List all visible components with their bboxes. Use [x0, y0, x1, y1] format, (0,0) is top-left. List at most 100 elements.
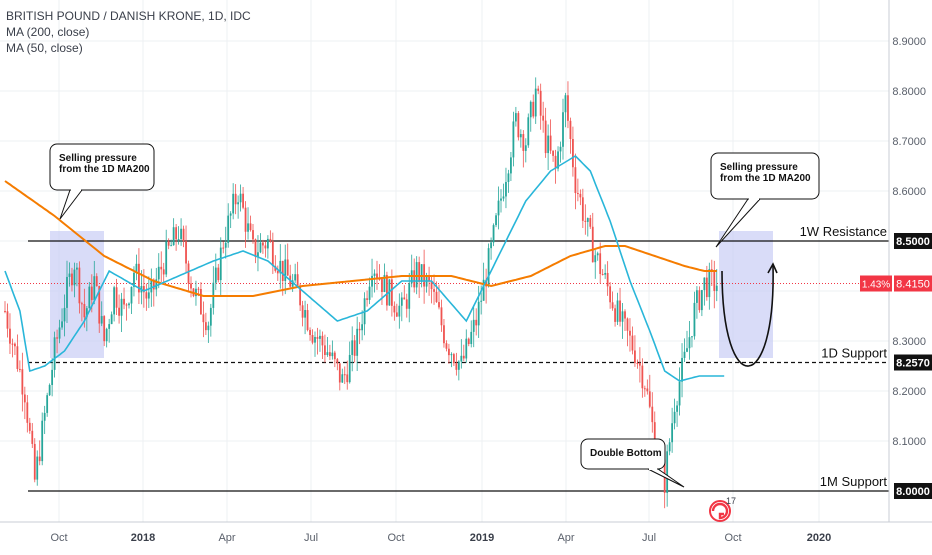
candle-body	[430, 281, 433, 290]
candle-body	[507, 173, 510, 182]
candle-body	[594, 255, 597, 263]
candle-body	[197, 288, 200, 290]
candle-body	[319, 335, 321, 339]
candle-body	[696, 290, 698, 303]
candle-body	[78, 267, 81, 304]
ma200-line[interactable]	[4, 180, 717, 297]
candle-body	[591, 226, 594, 263]
candle-body	[18, 368, 21, 370]
candle-body	[381, 279, 383, 292]
candle-body	[324, 345, 326, 356]
candle-body	[673, 411, 676, 424]
candle-body	[155, 279, 158, 290]
candle-body	[624, 311, 626, 319]
candle-body	[572, 139, 574, 168]
candle-body	[9, 328, 11, 344]
candle-body	[291, 280, 294, 287]
candle-body	[433, 289, 435, 292]
candle-body	[43, 412, 46, 421]
candle-body	[264, 245, 267, 249]
candle-body	[646, 388, 649, 392]
candle-body	[128, 303, 130, 306]
candle-body	[629, 330, 631, 336]
candle-body	[353, 340, 356, 356]
candle-body	[631, 335, 634, 351]
candle-body	[480, 300, 483, 302]
candle-body	[599, 253, 602, 274]
candle-body	[38, 456, 41, 462]
candle-body	[366, 298, 368, 300]
candle-body	[373, 273, 376, 276]
candle-body	[467, 338, 470, 345]
candle-body	[547, 135, 550, 154]
candle-body	[606, 272, 609, 287]
candle-body	[252, 230, 254, 240]
candle-body	[487, 248, 490, 287]
time-axis[interactable]: Oct 2018 Apr Jul Oct 2019 Apr Jul Oct 2020	[50, 532, 831, 544]
candle-body	[326, 352, 329, 356]
candle-body	[648, 391, 651, 407]
candle-body	[514, 113, 517, 122]
legend-ma200[interactable]: MA (200, close)	[6, 25, 90, 39]
candle-body	[371, 275, 373, 287]
candle-body	[162, 269, 165, 275]
candle-body	[103, 316, 106, 342]
callout-pointer	[59, 189, 83, 220]
candle-body	[356, 328, 359, 356]
candle-body	[609, 286, 612, 303]
candle-body	[271, 241, 274, 266]
candle-body	[202, 314, 205, 323]
candle-body	[440, 307, 443, 326]
candle-body	[217, 267, 220, 281]
candle-body	[408, 283, 411, 309]
annotation-callout[interactable]: Double Bottom	[580, 438, 685, 488]
candle-body	[668, 442, 671, 452]
level-price-text: 8.5000	[896, 236, 930, 248]
candle-body	[135, 263, 138, 273]
legend-ma50[interactable]: MA (50, close)	[6, 41, 83, 55]
candle-body	[53, 337, 56, 370]
legend-symbol[interactable]: BRITISH POUND / DANISH KRONE, 1D, IDC	[6, 9, 251, 23]
level-label: 1W Resistance	[800, 224, 887, 239]
candle-body	[445, 343, 448, 349]
candle-body	[306, 310, 309, 330]
candle-body	[686, 348, 688, 352]
tradingview-logo[interactable]: 17	[709, 496, 736, 522]
candle-body	[368, 286, 371, 300]
ma50-line[interactable]	[4, 154, 725, 382]
candle-body	[683, 351, 686, 358]
candle-body	[564, 95, 567, 113]
candle-body	[190, 283, 192, 289]
candle-body	[145, 292, 148, 299]
candle-body	[209, 307, 212, 326]
level-price-text: 8.2570	[896, 358, 930, 370]
candle-body	[638, 362, 641, 366]
candle-body	[549, 135, 552, 151]
candle-body	[492, 225, 495, 243]
candle-body	[705, 277, 708, 298]
candle-body	[309, 329, 311, 336]
price-axis[interactable]: 8.9000 8.8000 8.7000 8.6000 8.3000 8.2000 8.10…	[892, 36, 926, 448]
candle-body	[438, 302, 440, 308]
candle-body	[331, 352, 334, 357]
candle-body	[120, 298, 123, 316]
candle-body	[195, 288, 197, 297]
candle-body	[477, 301, 480, 326]
candle-body	[165, 241, 168, 275]
candle-body	[284, 259, 287, 281]
candle-body	[172, 227, 175, 246]
candle-body	[413, 270, 416, 288]
candle-body	[85, 308, 88, 318]
candle-body	[95, 276, 98, 287]
level-price-tag	[894, 354, 932, 371]
candle-body	[51, 369, 54, 385]
candle-body	[333, 352, 336, 360]
candle-body	[33, 443, 36, 480]
candle-body	[257, 252, 259, 258]
candle-body	[626, 318, 629, 331]
candle-body	[187, 263, 190, 284]
